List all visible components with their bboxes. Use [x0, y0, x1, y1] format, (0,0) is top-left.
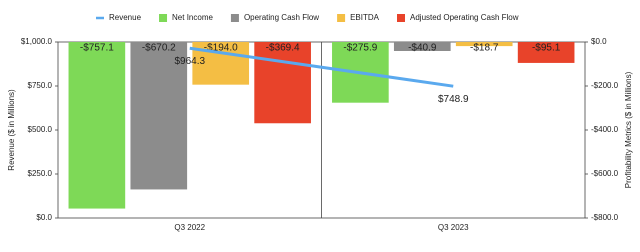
- y2-axis-title: Profitability Metrics ($ in Millions): [624, 71, 633, 188]
- legend-swatch: [337, 14, 346, 22]
- legend-swatch: [159, 14, 168, 22]
- y-tick-label: $0.0: [36, 213, 52, 222]
- y2-tick-label: -$600.0: [591, 169, 619, 178]
- bar-value-label: -$757.1: [80, 43, 114, 54]
- line-value-label: $964.3: [174, 56, 205, 67]
- bar: [130, 42, 188, 190]
- bar-value-label: -$40.9: [408, 43, 437, 54]
- y2-tick-label: -$400.0: [591, 125, 619, 134]
- y-axis-title: Revenue ($ in Millions): [7, 89, 16, 171]
- legend-label: Net Income: [172, 13, 213, 22]
- y-tick-label: $750.0: [28, 81, 53, 90]
- y-tick-label: $1,000.0: [21, 37, 53, 46]
- bar: [254, 42, 311, 124]
- y2-tick-label: -$200.0: [591, 81, 619, 90]
- y-tick-label: $500.0: [28, 125, 53, 134]
- legend-swatch: [397, 14, 405, 22]
- x-tick-label: Q3 2022: [174, 223, 205, 232]
- bar: [455, 42, 513, 47]
- y-tick-label: $250.0: [28, 169, 53, 178]
- bar-value-label: -$18.7: [470, 43, 499, 54]
- legend-label: EBITDA: [350, 13, 380, 22]
- x-tick-label: Q3 2023: [438, 223, 469, 232]
- revenue-line: [189, 46, 454, 88]
- bar-value-label: -$670.2: [142, 43, 176, 54]
- bar: [517, 42, 575, 63]
- bar-value-label: -$194.0: [204, 43, 238, 54]
- bar: [393, 42, 451, 51]
- y2-tick-label: $0.0: [591, 37, 607, 46]
- bar-value-label: -$369.4: [266, 43, 300, 54]
- legend-label: Operating Cash Flow: [244, 13, 319, 22]
- legend-label: Revenue: [109, 13, 142, 22]
- bar: [68, 42, 126, 209]
- y2-tick-label: -$800.0: [591, 213, 619, 222]
- legend-swatch: [230, 14, 239, 22]
- legend-label: Adjusted Operating Cash Flow: [410, 13, 519, 22]
- bar-value-label: -$95.1: [532, 43, 561, 54]
- bar-value-label: -$275.9: [343, 43, 377, 54]
- line-value-label: $748.9: [438, 94, 469, 105]
